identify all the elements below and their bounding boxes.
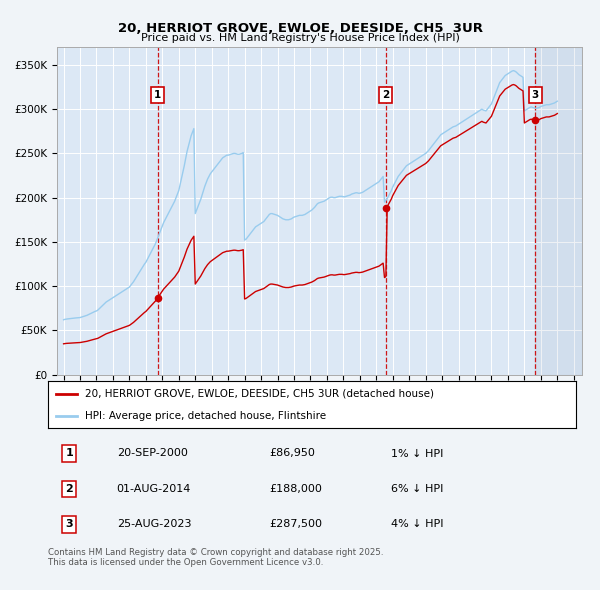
Text: £188,000: £188,000	[270, 484, 323, 494]
Text: HPI: Average price, detached house, Flintshire: HPI: Average price, detached house, Flin…	[85, 411, 326, 421]
Text: £86,950: £86,950	[270, 448, 316, 458]
Text: Price paid vs. HM Land Registry's House Price Index (HPI): Price paid vs. HM Land Registry's House …	[140, 33, 460, 43]
Text: 6% ↓ HPI: 6% ↓ HPI	[391, 484, 443, 494]
Text: 4% ↓ HPI: 4% ↓ HPI	[391, 519, 444, 529]
Text: 1% ↓ HPI: 1% ↓ HPI	[391, 448, 443, 458]
Text: 2: 2	[65, 484, 73, 494]
Text: 20-SEP-2000: 20-SEP-2000	[116, 448, 188, 458]
Text: 01-AUG-2014: 01-AUG-2014	[116, 484, 191, 494]
Text: 25-AUG-2023: 25-AUG-2023	[116, 519, 191, 529]
Bar	[535, 47, 582, 375]
Text: Contains HM Land Registry data © Crown copyright and database right 2025.
This d: Contains HM Land Registry data © Crown c…	[48, 548, 383, 567]
Text: 3: 3	[65, 519, 73, 529]
Text: 3: 3	[532, 90, 539, 100]
Text: 20, HERRIOT GROVE, EWLOE, DEESIDE, CH5 3UR (detached house): 20, HERRIOT GROVE, EWLOE, DEESIDE, CH5 3…	[85, 389, 434, 399]
Text: 20, HERRIOT GROVE, EWLOE, DEESIDE, CH5  3UR: 20, HERRIOT GROVE, EWLOE, DEESIDE, CH5 3…	[118, 22, 482, 35]
Text: 1: 1	[154, 90, 161, 100]
Text: 2: 2	[382, 90, 389, 100]
Text: 1: 1	[65, 448, 73, 458]
Text: £287,500: £287,500	[270, 519, 323, 529]
